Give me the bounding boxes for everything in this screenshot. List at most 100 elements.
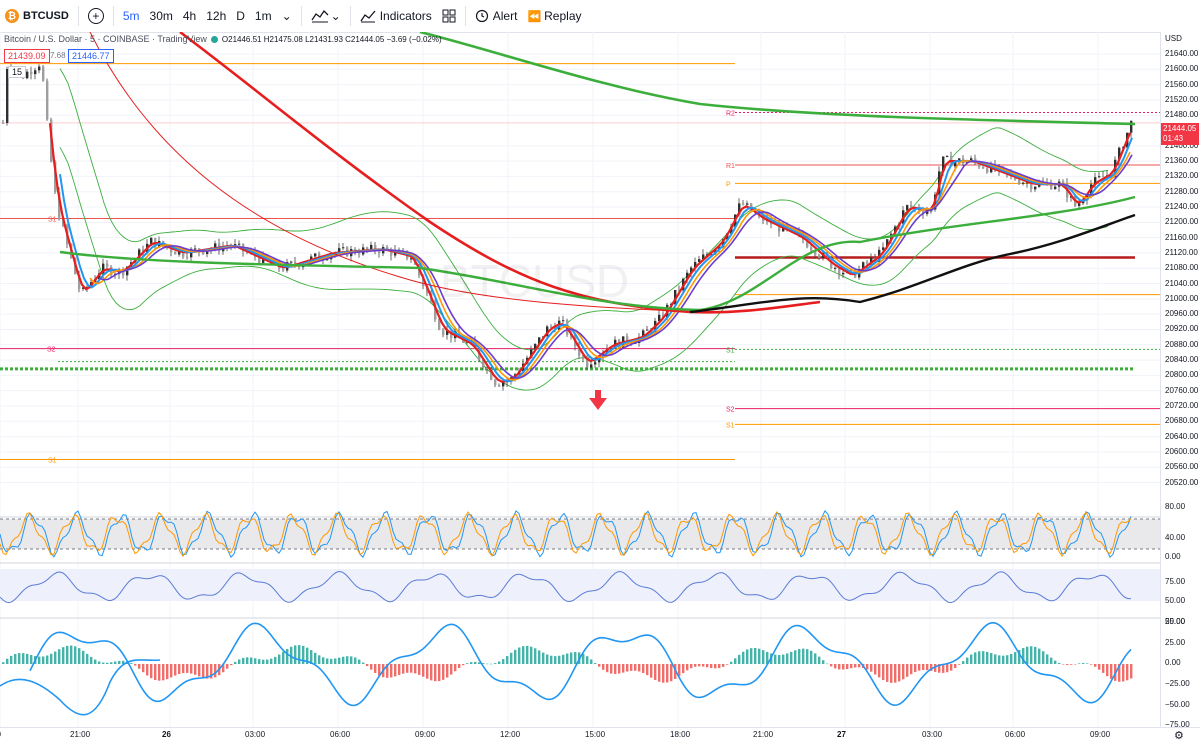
interval-5m[interactable]: 5m — [122, 9, 140, 23]
macd-histogram-bar — [146, 664, 149, 676]
candle-body — [170, 247, 173, 253]
rsi-band — [0, 569, 1160, 601]
macd-histogram-bar — [310, 650, 313, 664]
macd-histogram-bar — [938, 664, 941, 673]
candle-body — [482, 359, 485, 368]
candle-body — [582, 355, 585, 358]
macd-histogram-bar — [102, 662, 105, 664]
candle-body — [694, 261, 697, 268]
candle-body — [106, 263, 109, 267]
macd-histogram-bar — [182, 664, 185, 674]
replay-icon: ⏪ — [527, 10, 542, 23]
indicators-button[interactable]: Indicators — [355, 0, 437, 32]
macd-histogram-bar — [806, 649, 809, 664]
macd-histogram-bar — [406, 664, 409, 673]
macd-histogram-bar — [366, 664, 369, 667]
macd-histogram-bar — [998, 655, 1001, 664]
interval-tag[interactable]: 15 — [8, 66, 27, 78]
macd-histogram-bar — [634, 664, 637, 671]
macd-histogram-bar — [70, 645, 73, 664]
macd-histogram-bar — [1086, 663, 1089, 664]
macd-histogram-bar — [722, 664, 725, 667]
candle-body — [942, 156, 945, 172]
price-tick-label: 20920.00 — [1165, 324, 1199, 334]
macd-histogram-bar — [698, 664, 701, 667]
indicators-icon — [360, 10, 376, 23]
interval-d[interactable]: D — [236, 9, 245, 23]
macd-histogram-bar — [438, 664, 441, 682]
candle-body — [910, 205, 913, 208]
macd-histogram-bar — [622, 664, 625, 673]
candle-body — [78, 274, 81, 289]
macd-histogram-bar — [958, 664, 961, 665]
candle-body — [138, 249, 141, 259]
candle-body — [214, 243, 217, 250]
macd-histogram-bar — [1082, 663, 1085, 664]
macd-histogram-bar — [774, 654, 777, 664]
settings-gear-icon[interactable]: ⚙ — [1174, 730, 1184, 742]
macd-histogram-bar — [550, 655, 553, 664]
symbol-search[interactable]: ₿ BTCUSD — [0, 0, 74, 32]
sell-price-box[interactable]: 21439.09 — [4, 49, 50, 63]
chevron-down-icon: ⌄ — [281, 9, 292, 23]
price-scale[interactable]: USD 21640.00 21600.00 21560.00 21520.00 2148… — [1160, 32, 1200, 729]
replay-button[interactable]: ⏪ Replay — [522, 0, 586, 32]
bar-countdown: 01:43 — [1163, 134, 1184, 143]
macd-histogram-bar — [570, 652, 573, 664]
chart-canvas[interactable]: S1 S2 S1 R2 R1 P S1 S2 S1 BTCUSD — [0, 32, 1160, 727]
macd-histogram-bar — [746, 649, 749, 664]
macd-histogram-bar — [566, 653, 569, 664]
macd-histogram-bar — [18, 653, 21, 664]
macd-histogram-bar — [654, 664, 657, 680]
macd-histogram-bar — [386, 664, 389, 678]
sma-green-long-line — [419, 32, 1136, 126]
up-arrow-icon — [589, 390, 607, 410]
interval-4h[interactable]: 4h — [182, 9, 197, 23]
candle-body — [534, 343, 537, 350]
price-tick-label: 21600.00 — [1165, 64, 1199, 74]
price-tick-label: 21240.00 — [1165, 202, 1199, 212]
interval-dropdown[interactable]: ⌄ — [277, 0, 297, 32]
macd-histogram-bar — [1126, 664, 1129, 681]
buy-price-box[interactable]: 21446.77 — [68, 49, 114, 63]
macd-histogram-bar — [142, 664, 145, 673]
pivot-label: S1 — [726, 422, 735, 429]
bitcoin-icon: ₿ — [5, 9, 19, 23]
candle-body — [842, 272, 845, 275]
macd-histogram-bar — [354, 657, 357, 664]
candle-body — [838, 267, 841, 275]
layout-button[interactable] — [437, 0, 461, 32]
interval-30m[interactable]: 30m — [149, 9, 173, 23]
macd-histogram-bar — [106, 662, 109, 664]
time-axis[interactable]: 00 21:00 26 03:00 06:00 09:00 12:00 15:00 18:00 2… — [0, 727, 1200, 742]
macd-histogram-bar — [234, 661, 237, 664]
alert-button[interactable]: Alert — [470, 0, 523, 32]
pivot-label: P — [726, 181, 731, 188]
interval-12h[interactable]: 12h — [206, 9, 227, 23]
macd-histogram-bar — [14, 653, 17, 664]
interval-1m[interactable]: 1m — [254, 9, 272, 23]
candle-body — [722, 239, 725, 247]
macd-histogram-bar — [130, 663, 133, 664]
candle-body — [862, 262, 865, 269]
macd-histogram-bar — [818, 656, 821, 664]
rsi-line — [0, 570, 1131, 604]
compare-button[interactable]: + — [83, 0, 109, 32]
macd-histogram-bar — [902, 664, 905, 680]
macd-histogram-bar — [922, 664, 925, 670]
macd-histogram-bar — [246, 657, 249, 664]
macd-histogram-bar — [990, 653, 993, 664]
macd-histogram-bar — [822, 660, 825, 664]
candle-body — [1130, 120, 1133, 133]
chart-type-button[interactable]: ⌄ — [306, 0, 346, 32]
macd-histogram-bar — [30, 655, 33, 664]
macd-histogram-bar — [114, 661, 117, 664]
candle-body — [1054, 186, 1057, 190]
pivot-label: S1 — [48, 217, 57, 224]
candle-body — [34, 70, 37, 75]
macd-histogram-bar — [1094, 664, 1097, 667]
macd-histogram-bar — [626, 664, 629, 672]
macd-histogram-bar — [326, 658, 329, 664]
candle-body — [646, 329, 649, 331]
macd-histogram-bar — [602, 664, 605, 670]
